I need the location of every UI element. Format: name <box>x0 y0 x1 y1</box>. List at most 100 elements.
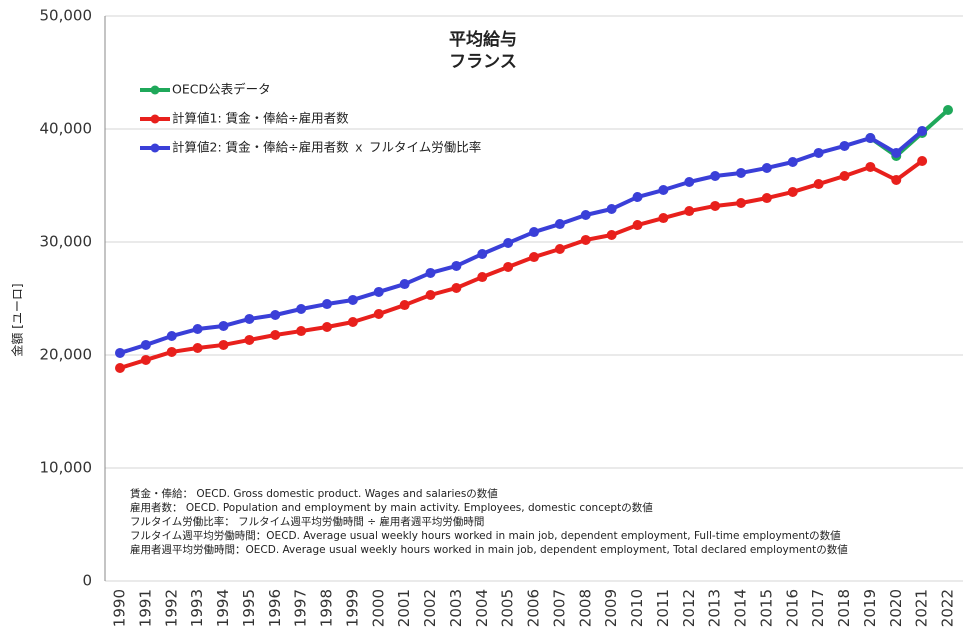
data-point <box>736 167 746 178</box>
data-point <box>322 321 332 332</box>
data-point <box>425 267 436 278</box>
x-tick-label: 1994 <box>214 589 232 627</box>
legend-marker <box>150 114 160 124</box>
x-tick-label: 2013 <box>706 589 724 627</box>
data-point <box>710 171 721 182</box>
x-tick-label: 1997 <box>292 589 310 627</box>
data-point <box>477 272 488 283</box>
data-point <box>658 185 669 196</box>
x-tick-label: 2016 <box>783 589 801 627</box>
data-point <box>606 204 617 215</box>
x-tick-label: 2017 <box>809 589 827 627</box>
x-tick-label: 2020 <box>887 589 905 627</box>
data-point <box>606 229 617 240</box>
data-point <box>839 140 850 151</box>
x-tick-label: 2022 <box>939 589 957 627</box>
x-tick-label: 2001 <box>395 589 413 627</box>
data-point <box>115 362 125 373</box>
data-point <box>865 161 876 172</box>
x-tick-label: 2010 <box>628 589 646 627</box>
data-point <box>787 156 798 167</box>
data-point <box>425 289 436 300</box>
data-point <box>761 193 772 204</box>
y-tick-label: 30,000 <box>40 233 93 251</box>
data-point <box>503 238 514 249</box>
x-tick-label: 2014 <box>732 589 750 627</box>
x-tick-label: 1998 <box>318 589 336 627</box>
annotation: 雇用者週平均労働時間：OECD. Average usual weekly ho… <box>130 543 848 556</box>
x-tick-label: 2004 <box>473 589 491 627</box>
data-point <box>787 186 798 197</box>
data-point <box>140 339 151 350</box>
data-point <box>451 282 462 293</box>
y-axis-label: 金額 [ユーロ] <box>10 283 25 356</box>
x-tick-label: 2008 <box>576 589 594 627</box>
data-point <box>632 220 643 231</box>
x-tick-label: 2009 <box>602 589 620 627</box>
data-point <box>166 346 177 357</box>
chart-subtitle: フランス <box>449 52 517 72</box>
data-point <box>580 234 591 245</box>
data-point <box>347 317 358 328</box>
x-tick-label: 2018 <box>835 589 853 627</box>
x-tick-label: 1993 <box>188 589 206 627</box>
x-tick-label: 2003 <box>447 589 465 627</box>
data-point <box>192 342 203 353</box>
chart-title: 平均給与 <box>449 29 517 50</box>
data-point <box>529 252 539 263</box>
y-tick-label: 20,000 <box>40 346 93 364</box>
data-point <box>477 248 488 259</box>
data-point <box>347 294 358 305</box>
data-point <box>244 334 255 345</box>
data-point <box>891 174 902 185</box>
data-point <box>244 313 255 324</box>
annotation: フルタイム週平均労働時間：OECD. Average usual weekly … <box>130 529 841 542</box>
x-tick-label: 2000 <box>369 589 387 627</box>
x-tick-label: 2019 <box>861 589 879 627</box>
data-point <box>451 260 462 271</box>
x-tick-label: 2021 <box>913 589 931 627</box>
data-point <box>270 309 281 320</box>
data-point <box>322 299 332 310</box>
x-tick-label: 2007 <box>550 589 568 627</box>
series-line <box>869 108 950 159</box>
y-tick-label: 0 <box>82 572 92 590</box>
data-point <box>218 320 229 331</box>
x-tick-label: 1995 <box>240 589 258 627</box>
data-point <box>166 331 177 342</box>
legend-marker <box>150 85 160 95</box>
data-point <box>891 147 902 158</box>
data-point <box>270 329 281 340</box>
data-point <box>684 206 695 217</box>
y-tick-label: 40,000 <box>40 120 93 138</box>
data-point <box>554 244 565 255</box>
legend-marker <box>150 143 160 153</box>
data-point <box>813 179 824 190</box>
data-point <box>580 209 591 220</box>
y-tick-label: 50,000 <box>40 7 93 25</box>
data-point <box>761 162 772 173</box>
data-point <box>529 227 539 238</box>
data-point <box>373 308 384 319</box>
data-point <box>503 261 514 272</box>
data-point <box>839 171 850 182</box>
x-tick-label: 2015 <box>757 589 775 627</box>
data-point <box>658 213 669 224</box>
x-tick-label: 1996 <box>266 589 284 627</box>
x-tick-label: 1990 <box>111 589 129 627</box>
data-point <box>632 192 643 203</box>
x-tick-label: 1991 <box>136 589 154 627</box>
data-point <box>554 219 565 230</box>
annotation: 雇用者数： OECD. Population and employment by… <box>130 501 653 514</box>
annotation: 賃金・俸給： OECD. Gross domestic product. Wag… <box>130 487 498 500</box>
x-tick-label: 1992 <box>162 589 180 627</box>
x-tick-label: 2011 <box>654 589 672 627</box>
data-point <box>917 126 928 137</box>
x-tick-label: 2002 <box>421 589 439 627</box>
data-point <box>943 105 953 116</box>
data-point <box>684 176 695 187</box>
legend-label: OECD公表データ <box>172 82 271 97</box>
data-point <box>736 198 746 209</box>
legend-label: 計算値2: 賃金・俸給÷雇用者数 ｘ フルタイム労働比率 <box>172 140 481 155</box>
